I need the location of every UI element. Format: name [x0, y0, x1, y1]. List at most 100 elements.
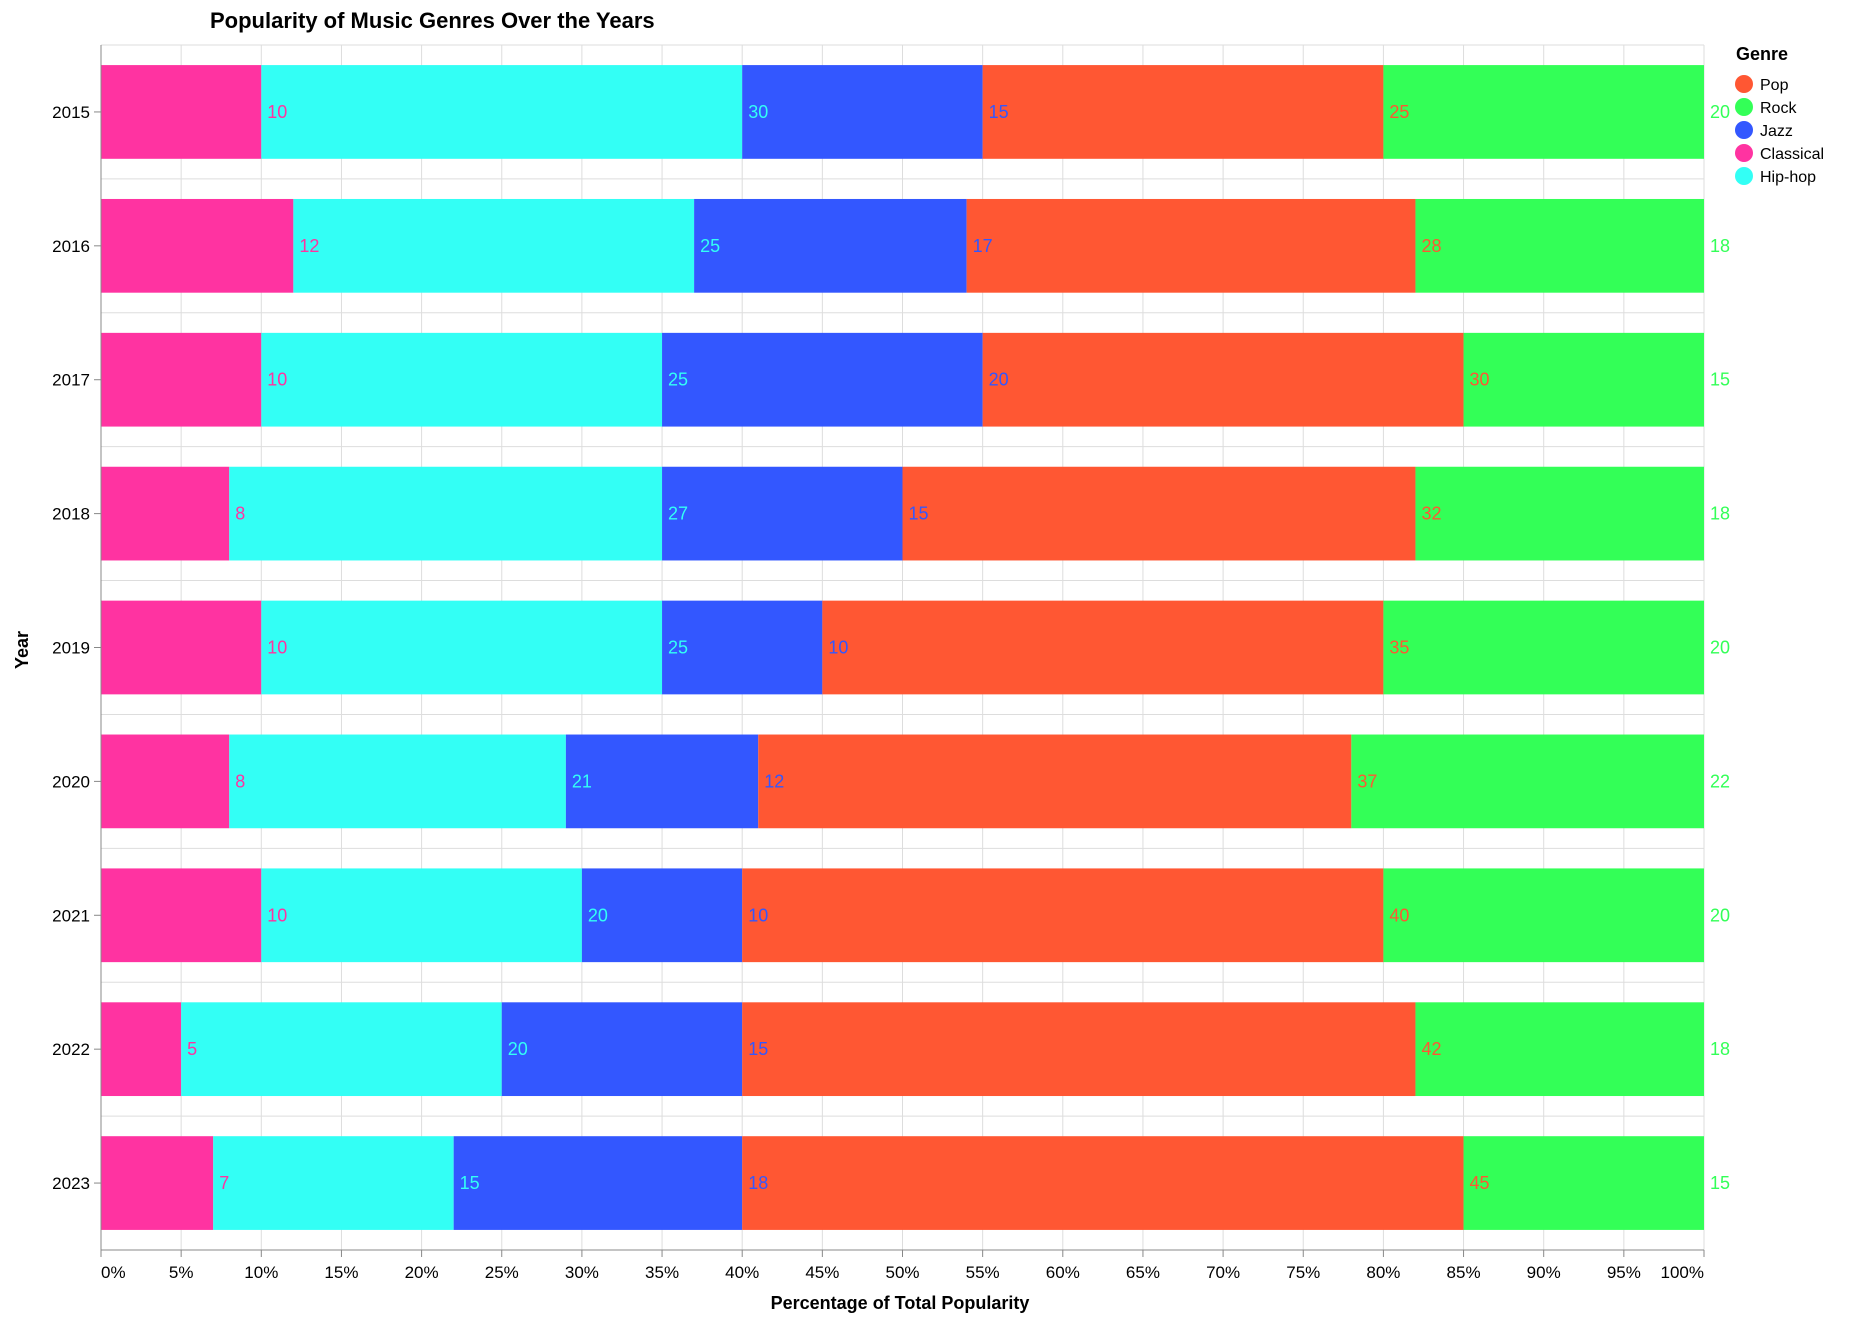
bar-hip-hop-2022 [181, 1002, 502, 1097]
y-tick-label: 2016 [52, 237, 90, 256]
x-tick-label: 5% [169, 1263, 194, 1282]
data-label-pop-2020: 37 [1357, 771, 1377, 791]
y-tick-label: 2017 [52, 371, 90, 390]
legend-label-pop: Pop [1760, 77, 1789, 94]
bar-pop-2021 [742, 868, 1384, 963]
legend: Genre Pop Rock Jazz Classical Hip-hop [1735, 44, 1824, 186]
bar-classical-2020 [101, 734, 230, 829]
y-tick-label: 2015 [52, 103, 90, 122]
bar-jazz-2019 [662, 600, 823, 695]
data-label-classical-2021: 10 [267, 905, 287, 925]
data-label-jazz-2015: 15 [989, 102, 1009, 122]
data-label-classical-2023: 7 [219, 1173, 229, 1193]
data-label-rock-2022: 18 [1710, 1039, 1730, 1059]
data-label-rock-2015: 20 [1710, 102, 1730, 122]
bar-hip-hop-2020 [229, 734, 566, 829]
data-label-classical-2019: 10 [267, 638, 287, 658]
x-tick-label: 55% [966, 1263, 1000, 1282]
x-tick-label: 50% [885, 1263, 919, 1282]
bar-jazz-2022 [501, 1002, 743, 1097]
bar-rock-2016 [1415, 198, 1704, 293]
x-tick-label: 0% [101, 1263, 126, 1282]
data-label-pop-2021: 40 [1389, 905, 1409, 925]
bar-rock-2023 [1463, 1136, 1704, 1230]
data-label-rock-2020: 22 [1710, 771, 1730, 791]
x-tick-label: 85% [1447, 1263, 1481, 1282]
x-tick-label: 100% [1661, 1263, 1704, 1282]
data-label-jazz-2019: 10 [828, 638, 848, 658]
x-tick-label: 75% [1286, 1263, 1320, 1282]
data-label-classical-2018: 8 [235, 504, 245, 524]
data-label-hip-hop-2018: 27 [668, 504, 688, 524]
data-label-pop-2017: 30 [1470, 370, 1490, 390]
legend-swatch-rock [1735, 98, 1753, 116]
x-tick-label: 70% [1206, 1263, 1240, 1282]
y-tick-label: 2023 [52, 1174, 90, 1193]
bar-pop-2017 [982, 332, 1464, 427]
x-tick-label: 40% [725, 1263, 759, 1282]
data-label-pop-2019: 35 [1389, 638, 1409, 658]
bar-hip-hop-2016 [293, 198, 695, 293]
bar-pop-2018 [902, 466, 1416, 561]
x-tick-label: 30% [565, 1263, 599, 1282]
y-tick-label: 2020 [52, 772, 90, 791]
bar-classical-2018 [101, 466, 230, 561]
data-label-jazz-2016: 17 [973, 236, 993, 256]
bar-hip-hop-2021 [261, 868, 582, 963]
bar-jazz-2023 [453, 1136, 743, 1230]
bar-rock-2020 [1351, 734, 1704, 829]
axes: 0% 5% 10% 15% 20% 25% 30% 35% 40% 45% 50% 55% 60% 65%… [52, 45, 1705, 1282]
y-tick-label: 2022 [52, 1040, 90, 1059]
bar-rock-2022 [1415, 1002, 1704, 1097]
data-label-rock-2021: 20 [1710, 905, 1730, 925]
bar-classical-2016 [101, 198, 294, 293]
data-label-jazz-2023: 18 [748, 1173, 768, 1193]
data-label-hip-hop-2020: 21 [572, 771, 592, 791]
legend-swatch-pop [1735, 75, 1753, 93]
bar-jazz-2015 [742, 65, 983, 159]
bar-hip-hop-2019 [261, 600, 663, 695]
data-label-jazz-2018: 15 [909, 504, 929, 524]
bar-classical-2017 [101, 332, 262, 427]
data-label-pop-2023: 45 [1470, 1173, 1490, 1193]
bar-pop-2020 [758, 734, 1352, 829]
data-label-rock-2018: 18 [1710, 504, 1730, 524]
legend-label-hip-hop: Hip-hop [1760, 169, 1816, 186]
bar-rock-2019 [1383, 600, 1704, 695]
x-axis-title: Percentage of Total Popularity [771, 1293, 1030, 1313]
x-tick-label: 60% [1046, 1263, 1080, 1282]
chart-title: Popularity of Music Genres Over the Year… [210, 8, 655, 33]
data-label-jazz-2020: 12 [764, 771, 784, 791]
bar-pop-2016 [966, 198, 1416, 293]
bar-jazz-2021 [581, 868, 743, 963]
bar-pop-2022 [742, 1002, 1416, 1097]
legend-swatch-classical [1735, 144, 1753, 162]
data-label-pop-2015: 25 [1389, 102, 1409, 122]
data-label-jazz-2017: 20 [989, 370, 1009, 390]
legend-label-jazz: Jazz [1760, 123, 1793, 140]
x-tick-label: 45% [805, 1263, 839, 1282]
data-label-pop-2022: 42 [1421, 1039, 1441, 1059]
data-label-hip-hop-2016: 25 [700, 236, 720, 256]
data-label-jazz-2021: 10 [748, 905, 768, 925]
data-label-classical-2016: 12 [299, 236, 319, 256]
legend-label-classical: Classical [1760, 146, 1824, 163]
x-tick-label: 65% [1126, 1263, 1160, 1282]
bar-hip-hop-2023 [213, 1136, 454, 1230]
bar-pop-2023 [742, 1136, 1464, 1230]
x-tick-label: 10% [244, 1263, 278, 1282]
bar-jazz-2020 [565, 734, 759, 829]
data-label-classical-2017: 10 [267, 370, 287, 390]
data-label-hip-hop-2015: 30 [748, 102, 768, 122]
y-tick-label: 2018 [52, 505, 90, 524]
bars [101, 65, 1704, 1230]
data-label-classical-2020: 8 [235, 771, 245, 791]
bar-jazz-2018 [662, 466, 903, 561]
bar-rock-2021 [1383, 868, 1704, 963]
x-tick-label: 20% [405, 1263, 439, 1282]
data-label-classical-2022: 5 [187, 1039, 197, 1059]
data-label-jazz-2022: 15 [748, 1039, 768, 1059]
data-label-pop-2018: 32 [1421, 504, 1441, 524]
y-axis-title: Year [12, 631, 32, 669]
